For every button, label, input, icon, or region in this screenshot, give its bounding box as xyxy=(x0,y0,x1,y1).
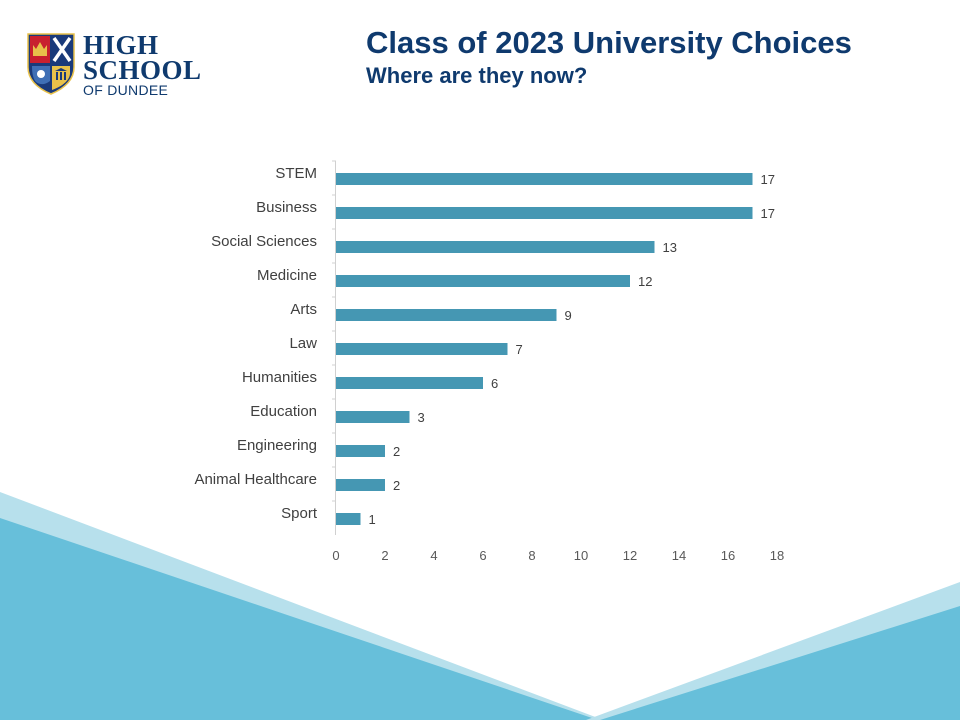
school-logo: HIGH SCHOOL OF DUNDEE xyxy=(27,30,207,98)
bar xyxy=(336,343,508,355)
x-tick-label: 2 xyxy=(381,548,388,563)
wave-dark-right xyxy=(600,606,960,720)
wave-dark-left xyxy=(0,518,598,720)
data-label: 9 xyxy=(565,308,572,323)
x-tick-label: 16 xyxy=(721,548,735,563)
x-tick-label: 8 xyxy=(528,548,535,563)
bar xyxy=(336,173,753,185)
bar xyxy=(336,275,630,287)
x-tick-label: 4 xyxy=(430,548,437,563)
category-label: Humanities xyxy=(242,369,317,386)
bar xyxy=(336,479,385,491)
bar xyxy=(336,377,483,389)
x-tick-label: 10 xyxy=(574,548,588,563)
data-label: 12 xyxy=(638,274,652,289)
bar xyxy=(336,513,361,525)
data-label: 2 xyxy=(393,444,400,459)
x-tick-label: 6 xyxy=(479,548,486,563)
x-tick-label: 12 xyxy=(623,548,637,563)
bar xyxy=(336,241,655,253)
data-label: 6 xyxy=(491,376,498,391)
data-label: 7 xyxy=(516,342,523,357)
x-tick-label: 14 xyxy=(672,548,686,563)
bar xyxy=(336,207,753,219)
category-label: Arts xyxy=(290,301,317,318)
category-label: STEM xyxy=(275,165,317,182)
category-label: Business xyxy=(256,199,317,216)
data-label: 17 xyxy=(761,172,775,187)
school-crest-icon xyxy=(27,33,75,95)
page-title: Class of 2023 University Choices xyxy=(366,25,852,60)
category-label: Engineering xyxy=(237,437,317,454)
logo-line-3: OF DUNDEE xyxy=(83,82,169,98)
category-label: Animal Healthcare xyxy=(194,471,317,488)
logo-line-1: HIGH xyxy=(83,30,159,60)
category-label: Education xyxy=(250,403,317,420)
page-subtitle: Where are they now? xyxy=(366,63,588,88)
data-label: 1 xyxy=(369,512,376,527)
data-label: 2 xyxy=(393,478,400,493)
data-label: 17 xyxy=(761,206,775,221)
category-label: Sport xyxy=(281,505,318,522)
bar xyxy=(336,445,385,457)
x-tick-label: 18 xyxy=(770,548,784,563)
data-label: 13 xyxy=(663,240,677,255)
x-tick-label: 0 xyxy=(332,548,339,563)
data-label: 3 xyxy=(418,410,425,425)
category-label: Law xyxy=(289,335,317,352)
bar xyxy=(336,411,410,423)
category-label: Medicine xyxy=(257,267,317,284)
bar xyxy=(336,309,557,321)
logo-line-2: SCHOOL xyxy=(83,55,202,85)
category-label: Social Sciences xyxy=(211,233,317,250)
logo-wordmark: HIGH SCHOOL OF DUNDEE xyxy=(83,30,202,98)
